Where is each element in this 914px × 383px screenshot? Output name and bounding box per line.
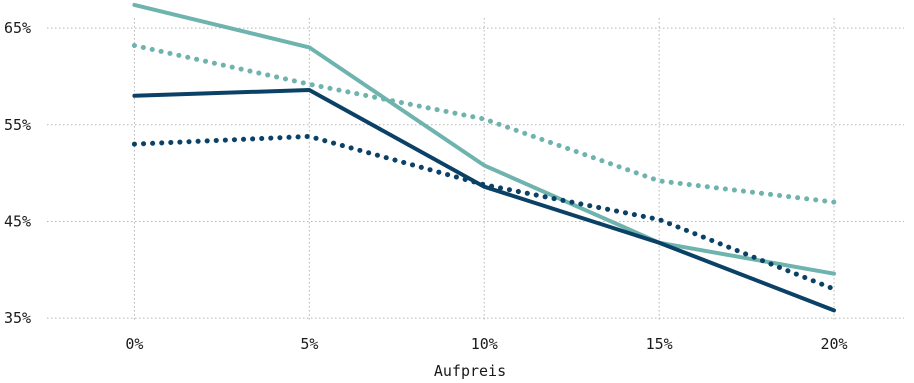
y-tick-label: 65% <box>4 19 31 37</box>
y-tick-label: 35% <box>4 309 31 327</box>
y-axis-ticks: 35% 45% 55% 65% <box>4 19 31 327</box>
series-line-1 <box>132 2 836 276</box>
x-axis-ticks: 0% 5% 10% 15% 20% <box>125 335 847 353</box>
x-tick-label: 0% <box>125 335 143 353</box>
x-tick-label: 20% <box>820 335 847 353</box>
x-tick-label: 15% <box>646 335 673 353</box>
x-tick-label: 5% <box>300 335 318 353</box>
grid <box>47 18 904 322</box>
x-axis-title: Aufpreis <box>434 362 506 380</box>
y-tick-label: 55% <box>4 116 31 134</box>
series-line-2 <box>131 43 837 205</box>
series-line-4 <box>131 133 837 292</box>
series-line-3 <box>132 88 836 313</box>
y-tick-label: 45% <box>4 212 31 230</box>
x-tick-label: 10% <box>471 335 498 353</box>
series-lines <box>131 2 837 313</box>
